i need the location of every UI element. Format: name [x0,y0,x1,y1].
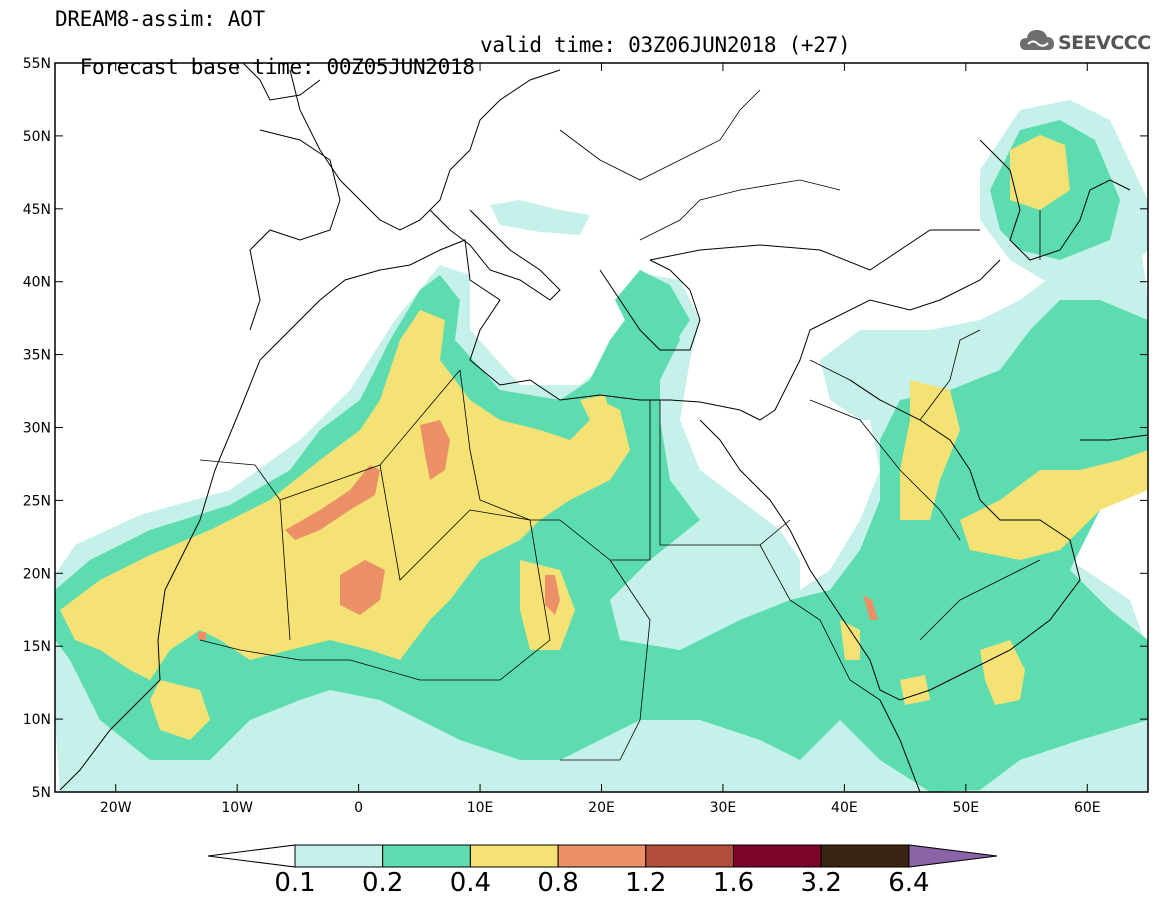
lon-label: 30E [710,800,737,816]
lon-label: 60E [1074,800,1101,816]
lat-label: 45N [23,202,51,218]
colorbar-label: 0.4 [449,868,492,898]
coastlines [59,63,1148,792]
colorbar-box [820,844,910,868]
lat-label: 55N [23,56,51,72]
colorbar-label: 6.4 [888,868,930,898]
aot-field [55,100,1148,792]
lat-label: 10N [23,712,51,728]
latitude-labels: 55N 50N 45N 40N 35N 30N 25N 20N 15N 10N 5N [23,56,51,801]
base-time-text: Forecast base time: 00Z05JUN2018 [79,55,475,79]
colorbar-boxes [294,844,910,868]
logo-text: SEEVCCC [1058,32,1151,54]
colorbar-box [733,844,822,868]
lon-label: 10W [221,800,253,816]
lat-label: 20N [23,566,51,582]
forecast-base-time: Forecast base time: 00Z05JUN2018 valid t… [55,34,851,100]
colorbar-label: 1.2 [625,868,667,898]
lat-label: 5N [32,785,51,801]
colorbar-box [294,844,384,868]
colorbar [207,844,998,868]
colorbar-label: 0.2 [362,868,404,898]
lat-label: 15N [23,639,51,655]
lat-label: 30N [23,421,51,437]
colorbar-label: 0.1 [274,868,316,898]
colorbar-box [557,844,647,868]
lon-label: 40E [831,800,858,816]
cloud-icon [1020,30,1054,50]
lat-label: 50N [23,129,51,145]
colorbar-max-arrow [908,844,998,868]
valid-time-text: valid time: 03Z06JUN2018 (+27) [480,33,851,57]
colorbar-label: 1.6 [712,868,755,898]
lat-label: 35N [23,348,51,364]
colorbar-label: 3.2 [800,868,842,898]
lon-label: 20E [588,800,615,816]
lon-label: 20W [100,800,132,816]
map-title: DREAM8-assim: AOT [55,7,265,31]
colorbar-min-arrow [207,844,296,868]
longitude-labels: 20W 10W 0 10E 20E 30E 40E 50E 60E [100,800,1101,816]
lon-label: 0 [354,800,363,816]
colorbar-label: 0.8 [537,868,579,898]
country-borders [199,89,1041,761]
colorbar-box [645,844,734,868]
colorbar-box [469,844,559,868]
lat-label: 25N [23,493,51,509]
lat-label: 40N [23,275,51,291]
colorbar-box [382,844,471,868]
lon-label: 50E [952,800,979,816]
axis-ticks [55,62,1148,793]
lon-label: 10E [467,800,494,816]
